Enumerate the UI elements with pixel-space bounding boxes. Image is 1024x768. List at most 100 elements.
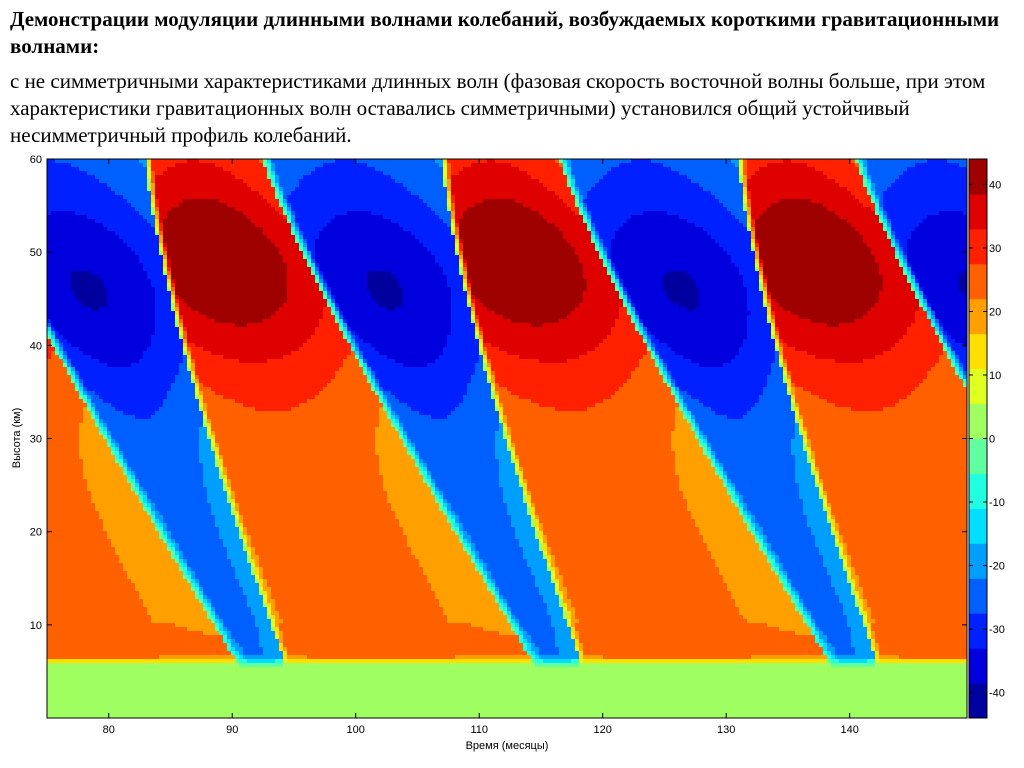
heatmap-cell [271,591,436,596]
heatmap-cell [639,359,656,364]
heatmap-cell [727,207,744,212]
heatmap-cell [47,499,92,504]
colorbar-tick-label: 0 [989,434,995,446]
heatmap-cell [79,371,180,376]
heatmap-cell [47,283,72,288]
heatmap-cell [151,515,156,520]
heatmap-cell [67,371,72,376]
heatmap-cell [219,531,240,536]
heatmap-cell [215,435,376,440]
heatmap-cell [243,527,248,532]
heatmap-cell [747,179,836,184]
heatmap-cell [503,423,508,428]
heatmap-cell [699,363,724,368]
heatmap-cell [915,275,960,280]
heatmap-cell [663,363,668,368]
heatmap-cell [671,387,676,392]
heatmap-cell [347,335,352,340]
heatmap-cell [959,279,967,284]
heatmap-cell [783,571,788,576]
heatmap-cell [147,159,152,164]
heatmap-cell [687,411,692,416]
heatmap-cell [911,263,967,268]
heatmap-cell [139,211,152,216]
heatmap-cell [447,223,452,228]
heatmap-cell [571,603,736,608]
heatmap-cell [75,379,80,384]
heatmap-cell [467,207,532,212]
heatmap-cell [355,335,360,340]
heatmap-cell [47,275,72,280]
heatmap-cell [651,159,732,164]
heatmap-cell [467,387,492,392]
heatmap-cell [47,335,52,340]
heatmap-cell [759,215,840,220]
heatmap-cell [755,263,760,268]
heatmap-cell [511,431,672,436]
heatmap-cell [259,191,276,196]
heatmap-cell [483,359,488,364]
heatmap-cell [279,635,284,640]
heatmap-cell [783,379,788,384]
heatmap-cell [235,499,388,504]
heatmap-cell [295,219,332,224]
heatmap-cell [523,555,544,560]
heatmap-cell [179,555,184,560]
heatmap-cell [767,275,884,280]
heatmap-cell [795,475,816,480]
heatmap-cell [807,439,812,444]
heatmap-cell [151,199,156,204]
heatmap-cell [159,247,164,252]
heatmap-cell [523,471,676,476]
heatmap-cell [51,343,56,348]
heatmap-cell [419,239,456,244]
heatmap-cell [395,419,400,424]
heatmap-cell [499,411,504,416]
heatmap-cell [935,327,940,332]
heatmap-cell [575,203,580,208]
heatmap-cell [507,507,528,512]
heatmap-cell [459,259,464,264]
heatmap-cell [407,435,496,440]
heatmap-cell [659,363,664,368]
heatmap-cell [855,587,864,592]
heatmap-cell [827,511,832,516]
heatmap-cell [375,391,380,396]
heatmap-cell [511,619,516,624]
heatmap-cell [903,251,908,256]
heatmap-cell [163,219,252,224]
heatmap-cell [743,503,748,508]
heatmap-cell [667,371,672,376]
heatmap-cell [675,415,684,420]
heatmap-cell [851,635,868,640]
heatmap-cell [391,403,408,408]
heatmap-cell [919,303,924,308]
heatmap-cell [391,391,468,396]
heatmap-cell [183,331,188,336]
heatmap-cell [747,291,764,296]
heatmap-cell [883,199,967,204]
heatmap-cell [503,427,508,432]
heatmap-cell [195,363,344,368]
heatmap-cell [315,327,340,332]
heatmap-cell [827,659,832,664]
heatmap-cell [715,195,744,200]
heatmap-cell [611,247,724,252]
heatmap-cell [263,583,268,588]
heatmap-cell [51,331,56,336]
heatmap-cell [71,279,104,284]
heatmap-cell [499,607,504,612]
heatmap-cell [699,295,748,300]
heatmap-cell [47,703,967,708]
heatmap-cell [47,279,72,284]
x-tick-label: 140 [841,724,859,736]
heatmap-cell [431,471,500,476]
heatmap-cell [775,563,780,568]
heatmap-cell [951,335,967,340]
heatmap-cell [119,443,200,448]
heatmap-cell [359,363,364,368]
heatmap-cell [799,419,804,424]
heatmap-cell [443,499,448,504]
heatmap-cell [331,219,392,224]
heatmap-cell [683,407,688,412]
